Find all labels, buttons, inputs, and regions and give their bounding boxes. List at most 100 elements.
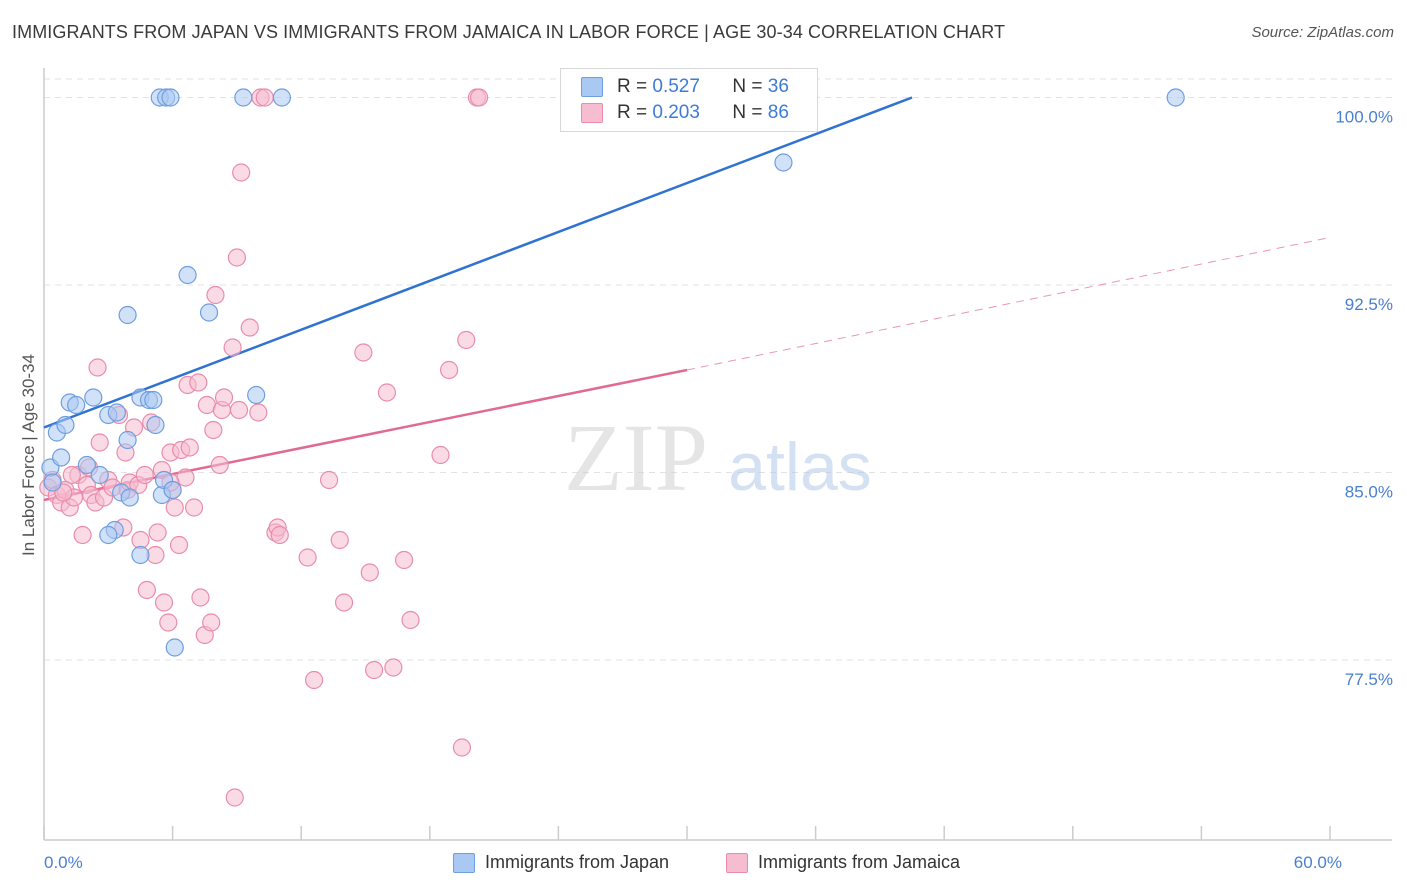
jamaica-point (165, 498, 184, 517)
jamaica-point (330, 530, 349, 550)
jamaica-point (452, 738, 472, 757)
watermark-zip: ZIP (564, 404, 708, 511)
legend-n-label: N = (732, 102, 763, 123)
jamaica-point (191, 588, 210, 607)
jamaica-point (298, 548, 317, 567)
japan-point (272, 88, 292, 107)
y-axis-label: In Labor Force | Age 30-34 (19, 354, 38, 556)
y-tick-label: 92.5% (1345, 295, 1393, 314)
jamaica-point (206, 285, 225, 305)
japan-swatch (581, 77, 603, 97)
y-tick-label: 85.0% (1345, 483, 1393, 502)
jamaica-point (431, 445, 450, 465)
legend-item-jamaica: Immigrants from Jamaica (726, 852, 960, 873)
japan-point (77, 455, 96, 475)
japan-point (118, 305, 137, 325)
japan-point (165, 638, 184, 657)
watermark: ZIP atlas (564, 404, 872, 511)
jamaica-point (334, 593, 354, 612)
japan-point (43, 473, 62, 492)
japan-point (199, 303, 219, 322)
jamaica-point (255, 88, 274, 107)
jamaica-point (88, 358, 107, 377)
jamaica-point (229, 400, 249, 420)
jamaica-point (377, 383, 397, 402)
japan-point (118, 430, 137, 450)
jamaica-point (232, 163, 251, 182)
legend-n-label: N = (732, 76, 763, 97)
legend-r-value: 0.527 (652, 76, 700, 97)
japan-point (1166, 88, 1185, 107)
jamaica-point (249, 403, 268, 422)
legend-r-label: R = (617, 76, 648, 97)
japan-point (120, 488, 139, 507)
jamaica-point (240, 318, 259, 337)
japan-point (247, 385, 266, 405)
jamaica-point (270, 525, 289, 545)
jamaica-point (457, 330, 476, 350)
japan-legend-swatch (453, 852, 475, 873)
jamaica-point (148, 523, 167, 542)
japan-point (161, 88, 180, 107)
jamaica-point (184, 498, 204, 517)
legend-jamaica-label: Immigrants from Jamaica (758, 852, 961, 872)
chart-title: IMMIGRANTS FROM JAPAN VS IMMIGRANTS FROM… (12, 22, 1006, 42)
jamaica-point (360, 563, 379, 582)
japan-point (99, 525, 118, 545)
source-label: Source: ZipAtlas.com (1251, 24, 1394, 41)
jamaica-point (227, 248, 246, 267)
japan-point (178, 265, 197, 285)
series-legend: Immigrants from Japan Immigrants from Ja… (0, 852, 1406, 878)
japan-point (146, 415, 165, 435)
legend-n-value: 86 (767, 102, 789, 123)
legend-box: R = 0.527 N = 36 R = 0.203 N = 86 (560, 68, 818, 132)
legend-row-jamaica: R = 0.203 N = 86 (581, 100, 789, 126)
data-points (39, 88, 1185, 807)
legend-n-value: 36 (767, 76, 789, 97)
jamaica-swatch (581, 103, 603, 123)
japan-point (144, 390, 163, 410)
legend-row-japan: R = 0.527 N = 36 (581, 74, 789, 100)
japan-point (131, 545, 150, 565)
jamaica-point (210, 455, 229, 475)
jamaica-point (225, 788, 244, 807)
trendline-japan (43, 96, 913, 429)
japan-point (234, 88, 253, 107)
tick-labels: 100.0% 92.5% 85.0% 77.5% 0.0% 60.0% (44, 108, 1393, 873)
jamaica-point (304, 670, 324, 690)
legend-japan-label: Immigrants from Japan (485, 852, 670, 872)
japan-point (90, 465, 109, 485)
x-tick-label: 0.0% (44, 853, 83, 872)
legend-r-value: 0.203 (652, 102, 700, 123)
jamaica-point (159, 613, 178, 632)
jamaica-point (176, 468, 195, 487)
jamaica-point (394, 550, 414, 570)
jamaica-point (401, 610, 420, 630)
y-tick-label: 77.5% (1345, 670, 1393, 689)
jamaica-point (204, 420, 223, 440)
japan-point (107, 403, 126, 422)
jamaica-point (223, 338, 242, 357)
jamaica-point (197, 395, 216, 415)
japan-point (163, 480, 182, 500)
jamaica-point (319, 470, 339, 490)
jamaica-point (135, 465, 154, 485)
jamaica-point (202, 613, 221, 632)
legend-item-japan: Immigrants from Japan (453, 852, 669, 873)
legend-r-label: R = (617, 102, 648, 123)
trendline-extension (686, 237, 1331, 371)
jamaica-point (384, 658, 403, 677)
jamaica-point (90, 433, 109, 452)
jamaica-point (180, 438, 199, 457)
jamaica-point (439, 360, 459, 380)
japan-point (52, 448, 71, 467)
axes (43, 68, 1392, 841)
jamaica-point (214, 388, 234, 407)
jamaica-point (469, 88, 489, 107)
jamaica-point (62, 465, 81, 485)
y-tick-label: 100.0% (1335, 108, 1393, 127)
x-tick-label: 60.0% (1294, 853, 1342, 872)
japan-point (774, 153, 793, 172)
jamaica-point (73, 525, 92, 545)
